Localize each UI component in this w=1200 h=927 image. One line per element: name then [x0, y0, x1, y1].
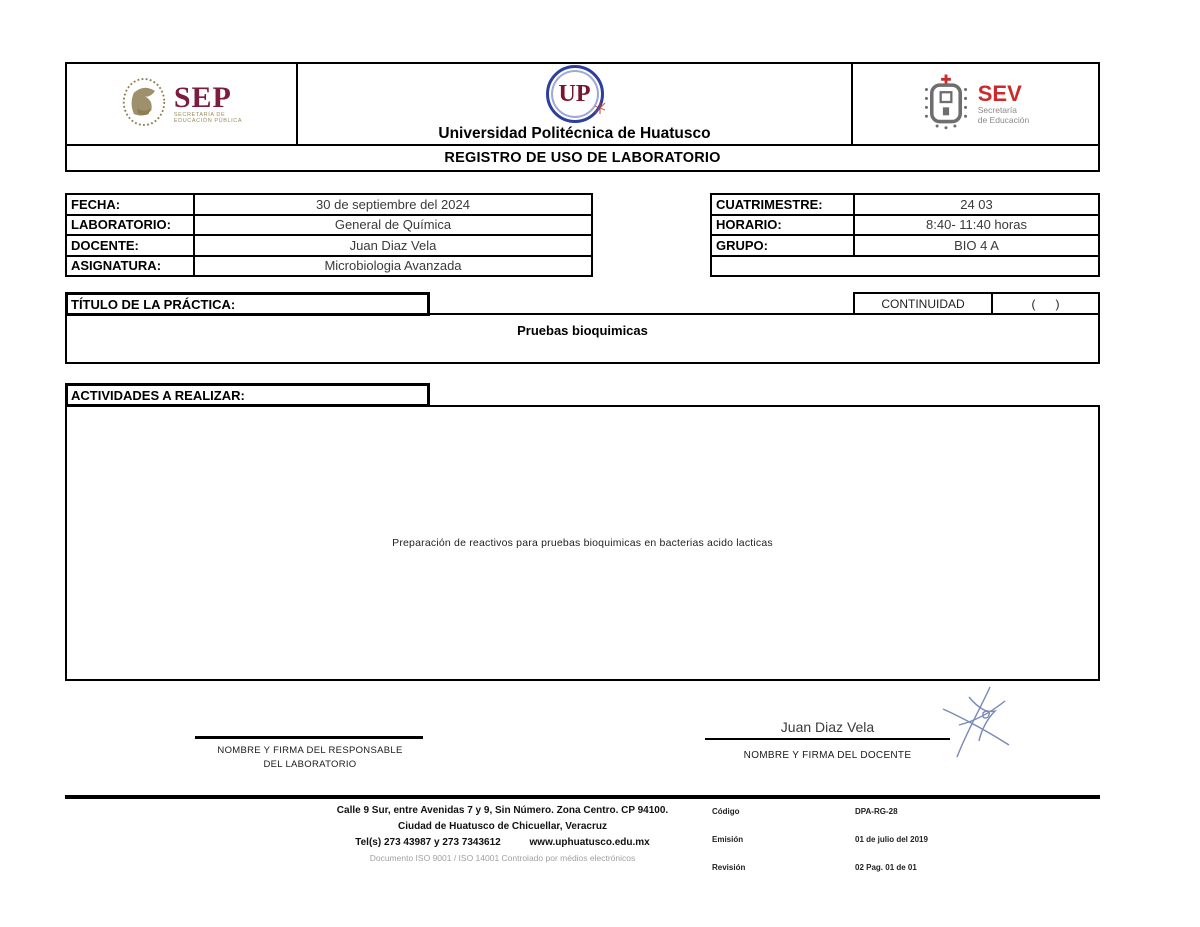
- info-row-horario: HORARIO: 8:40- 11:40 horas: [712, 213, 1098, 234]
- grupo-value: BIO 4 A: [954, 237, 999, 253]
- emision-label: Emisión: [712, 835, 744, 844]
- practice-title-field: Pruebas bioquimicas: [65, 313, 1100, 364]
- sev-logo: SEV Secretaría de Educación: [851, 64, 1098, 144]
- docente-signature-line: [705, 738, 950, 740]
- info-row-fecha: FECHA: 30 de septiembre del 2024: [67, 195, 591, 214]
- docente-signature-name: Juan Diaz Vela: [780, 719, 875, 735]
- docente-label: DOCENTE:: [67, 236, 195, 255]
- sep-wordmark: SEP: [173, 81, 232, 114]
- responsible-signature-line: [195, 736, 423, 739]
- responsible-signature-caption: NOMBRE Y FIRMA DEL RESPONSABLE DEL LABOR…: [160, 744, 460, 772]
- fecha-value: 30 de septiembre del 2024: [316, 196, 470, 212]
- signature-scribble-icon: [935, 683, 1015, 768]
- footer-iso-note: Documento ISO 9001 / ISO 14001 Controlad…: [369, 853, 636, 863]
- asignatura-value: Microbiologia Avanzada: [324, 258, 462, 274]
- info-table-left: FECHA: 30 de septiembre del 2024 LABORAT…: [65, 193, 593, 277]
- revision-label: Revisión: [712, 863, 746, 872]
- activities-content: Preparación de reactivos para pruebas bi…: [392, 537, 773, 549]
- footer-phones: Tel(s) 273 43987 y 273 7343612: [355, 837, 501, 848]
- responsible-caption-line1: NOMBRE Y FIRMA DEL RESPONSABLE: [217, 745, 403, 756]
- footer-meta-block: Código DPA-RG-28 Emisión 01 de julio del…: [712, 807, 1092, 891]
- cuatrimestre-value: 24 03: [960, 196, 993, 212]
- sev-shield-icon: [922, 73, 970, 136]
- footer-address-line2: Ciudad de Huatusco de Chicuellar, Veracr…: [398, 821, 607, 832]
- info-row-laboratorio: LABORATORIO: General de Química: [67, 213, 591, 234]
- sep-eagle-icon: [121, 77, 167, 132]
- info-row-docente: DOCENTE: Juan Diaz Vela: [67, 234, 591, 255]
- header: SEP SECRETARÍA DE EDUCACIÓN PÚBLICA UP U…: [65, 62, 1100, 172]
- cuatrimestre-label: CUATRIMESTRE:: [712, 195, 855, 214]
- docente-value: Juan Diaz Vela: [349, 237, 437, 253]
- meta-row-revision: Revisión 02 Pag. 01 de 01: [712, 863, 1092, 875]
- footer-website: www.uphuatusco.edu.mx: [529, 837, 650, 848]
- sep-logo: SEP SECRETARÍA DE EDUCACIÓN PÚBLICA: [67, 64, 298, 144]
- practice-title-label: TÍTULO DE LA PRÁCTICA:: [65, 292, 430, 316]
- revision-value: 02 Pag. 01 de 01: [855, 863, 917, 872]
- up-logo-icon: UP: [545, 65, 607, 123]
- continuity-box: CONTINUIDAD ( ): [853, 292, 1100, 315]
- docente-signature-caption: NOMBRE Y FIRMA DEL DOCENTE: [743, 750, 912, 761]
- responsible-caption-line2: DEL LABORATORIO: [263, 759, 357, 770]
- info-row-grupo: GRUPO: BIO 4 A: [712, 234, 1098, 255]
- horario-value: 8:40- 11:40 horas: [926, 217, 1027, 233]
- codigo-value: DPA-RG-28: [855, 807, 898, 816]
- horario-label: HORARIO:: [712, 215, 855, 234]
- laboratorio-value: General de Química: [334, 217, 452, 233]
- sev-caption: Secretaría de Educación: [977, 105, 1030, 125]
- activities-field: Preparación de reactivos para pruebas bi…: [65, 405, 1100, 681]
- laboratorio-label: LABORATORIO:: [67, 215, 195, 234]
- meta-row-emision: Emisión 01 de julio del 2019: [712, 835, 1092, 847]
- up-wordmark: UP: [558, 80, 591, 107]
- info-row-cuatrimestre: CUATRIMESTRE: 24 03: [712, 195, 1098, 214]
- university-name: Universidad Politécnica de Huatusco: [438, 125, 711, 142]
- info-row-asignatura: ASIGNATURA: Microbiologia Avanzada: [67, 254, 591, 275]
- asignatura-label: ASIGNATURA:: [67, 256, 195, 275]
- continuity-label: CONTINUIDAD: [855, 294, 993, 313]
- info-row-empty: [712, 254, 1098, 276]
- footer-address-block: Calle 9 Sur, entre Avenidas 7 y 9, Sin N…: [295, 803, 710, 865]
- up-red-flourish-icon: [593, 101, 607, 120]
- activities-label: ACTIVIDADES A REALIZAR:: [65, 383, 430, 407]
- meta-row-codigo: Código DPA-RG-28: [712, 807, 1092, 819]
- codigo-label: Código: [712, 807, 740, 816]
- practice-title-value: Pruebas bioquimicas: [517, 323, 648, 338]
- sev-wordmark: SEV: [977, 81, 1022, 106]
- grupo-label: GRUPO:: [712, 236, 855, 255]
- sep-caption: SECRETARÍA DE EDUCACIÓN PÚBLICA: [173, 112, 243, 124]
- footer-rule: [65, 795, 1100, 799]
- emision-value: 01 de julio del 2019: [855, 835, 928, 844]
- fecha-label: FECHA:: [67, 195, 195, 214]
- form-title: REGISTRO DE USO DE LABORATORIO: [444, 150, 721, 166]
- university-header-cell: UP Universidad Politécnica de Huatusco: [298, 64, 851, 144]
- continuity-checkbox: ( ): [1031, 296, 1060, 311]
- footer-contact-line: Tel(s) 273 43987 y 273 7343612 www.uphua…: [295, 835, 710, 851]
- info-table-right: CUATRIMESTRE: 24 03 HORARIO: 8:40- 11:40…: [710, 193, 1100, 277]
- form-title-row: REGISTRO DE USO DE LABORATORIO: [67, 144, 1098, 170]
- header-logos-row: SEP SECRETARÍA DE EDUCACIÓN PÚBLICA UP U…: [67, 64, 1098, 144]
- footer-address-line1: Calle 9 Sur, entre Avenidas 7 y 9, Sin N…: [336, 805, 669, 816]
